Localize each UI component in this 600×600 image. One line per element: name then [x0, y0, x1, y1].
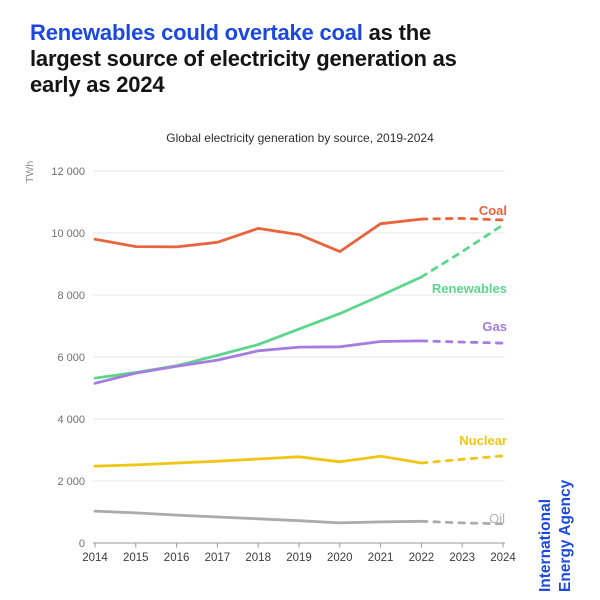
- title-highlight: Renewables could overtake coal: [30, 20, 363, 45]
- iea-wordmark-line-1: International: [537, 498, 554, 592]
- y-tick-label: 2 000: [57, 476, 85, 488]
- title-line-1: Renewables could overtake coal as the: [30, 20, 575, 46]
- chart-subtitle: Global electricity generation by source,…: [166, 131, 434, 145]
- iea-wordmark-text: International Energy Agency: [536, 440, 578, 592]
- series-forecast-nuclear: [420, 454, 505, 465]
- x-tick-label: 2014: [82, 552, 108, 564]
- x-tick-label: 2016: [164, 552, 190, 564]
- series-forecast-oil: [420, 519, 505, 526]
- iea-wordmark: International Energy Agency: [536, 440, 578, 592]
- series-forecast-renewables: [420, 223, 505, 279]
- series-line-oil: [93, 509, 423, 525]
- series-label-gas: Gas: [482, 319, 507, 334]
- series-line-nuclear: [93, 454, 423, 468]
- series-line-gas: [93, 339, 423, 385]
- x-tick-label: 2017: [205, 552, 231, 564]
- series-label-oil: Oil: [489, 511, 505, 526]
- x-tick-label: 2020: [327, 552, 353, 564]
- x-tick-label: 2019: [286, 552, 312, 564]
- y-tick-label: 0: [79, 538, 85, 550]
- y-tick-label: 4 000: [57, 414, 85, 426]
- y-tick-label: 12 000: [51, 166, 85, 178]
- x-tick-label: 2021: [368, 552, 394, 564]
- series-label-coal: Coal: [479, 203, 507, 218]
- y-tick-label: 8 000: [57, 290, 85, 302]
- title-line-2: largest source of electricity generation…: [30, 46, 457, 71]
- y-axis-unit-label: TWh: [24, 161, 36, 183]
- x-tick-label: 2023: [449, 552, 475, 564]
- series-line-coal: [93, 217, 423, 253]
- title-rest: as the: [368, 20, 432, 45]
- x-tick-label: 2018: [245, 552, 271, 564]
- x-tick-label: 2022: [409, 552, 435, 564]
- series-forecast-coal: [420, 217, 505, 222]
- series-forecast-gas: [420, 339, 505, 345]
- line-chart: 0 2 000 4 000 6 000 8 000 10 000 12 000 TWh 2014…: [24, 161, 516, 564]
- y-tick-label: 6 000: [57, 352, 85, 364]
- series-line-renewables: [93, 275, 423, 380]
- page-title: Renewables could overtake coal as the la…: [30, 20, 575, 98]
- iea-wordmark-line-2: Energy Agency: [557, 479, 574, 592]
- x-tick-label: 2015: [123, 552, 149, 564]
- x-tick-label: 2024: [490, 552, 516, 564]
- series-label-nuclear: Nuclear: [459, 433, 507, 448]
- series-label-renewables: Renewables: [432, 281, 507, 296]
- title-line-3: early as 2024: [30, 72, 165, 97]
- y-tick-label: 10 000: [51, 228, 85, 240]
